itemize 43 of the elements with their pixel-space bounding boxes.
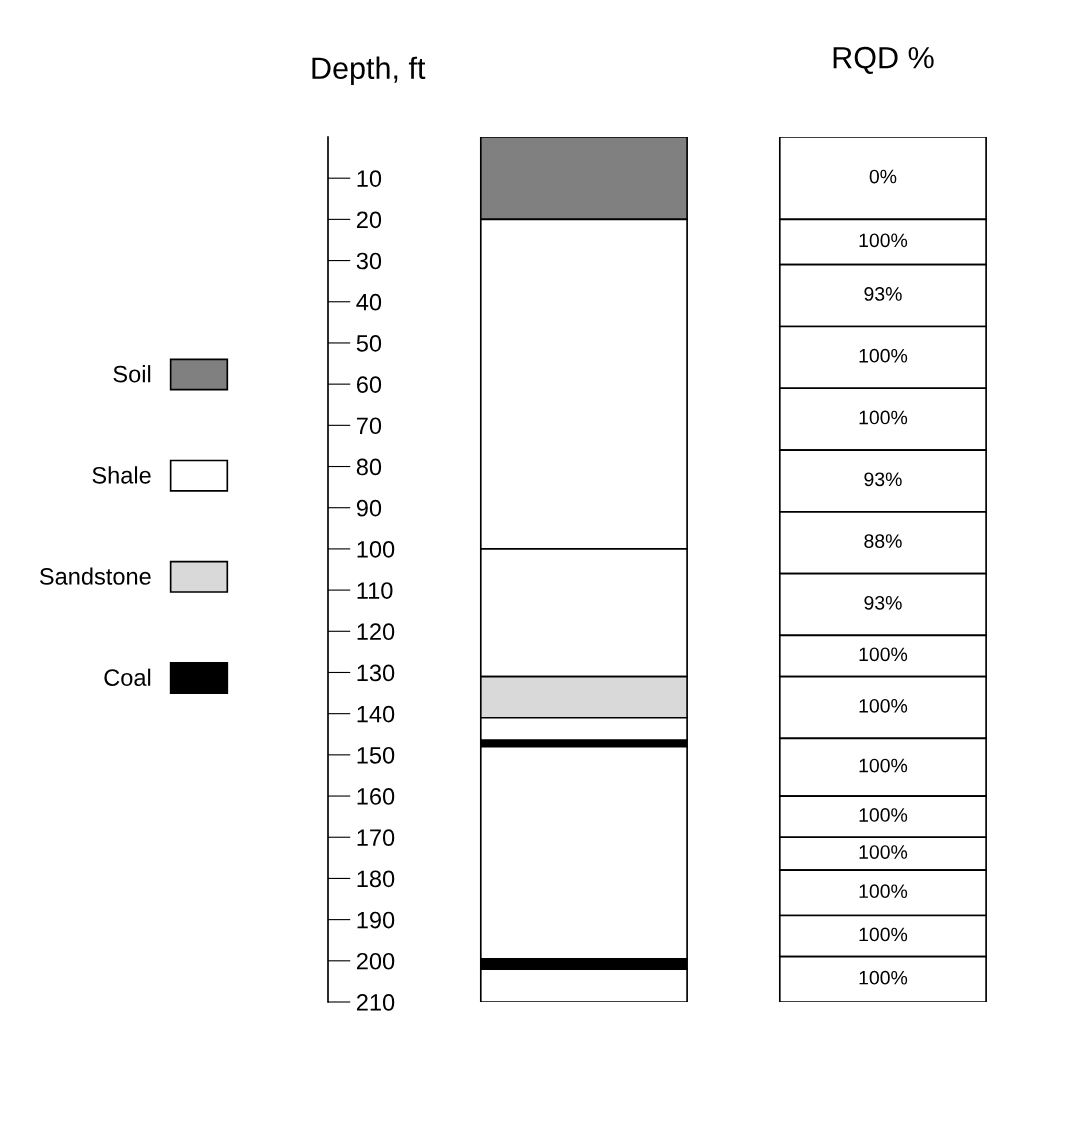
y-tick-label: 60: [356, 376, 382, 393]
y-tick-label: 170: [357, 829, 395, 847]
annotation: 93%: [864, 595, 902, 610]
y-tick-label: 40: [356, 293, 382, 311]
y-tick-label: 80: [356, 458, 382, 476]
y-axis-title: Depth, ft: [312, 56, 426, 86]
annotation: 100%: [859, 884, 908, 899]
y-tick-label: 100: [357, 540, 395, 558]
y-tick-label: 180: [357, 870, 395, 888]
annotation: 88%: [864, 534, 902, 548]
annotation: 100%: [859, 808, 908, 822]
y-tick-label: 190: [357, 911, 395, 929]
annotation: 93%: [864, 472, 902, 487]
y-tick-label: 20: [356, 211, 382, 229]
annotation: 100%: [859, 970, 908, 985]
y-tick-label: 10: [357, 170, 382, 187]
annotation: 100%: [859, 233, 908, 248]
annotation: 100%: [859, 647, 908, 662]
legend-label: Coal: [104, 668, 151, 686]
annotation: 100%: [859, 410, 908, 425]
y-tick-label: 210: [356, 994, 395, 1011]
annotation: 93%: [864, 287, 902, 301]
x-tick-label: RQD %: [833, 46, 934, 74]
y-tick-label: 120: [357, 623, 395, 641]
annotation: 100%: [859, 927, 908, 942]
annotation: 100%: [859, 758, 908, 773]
y-tick-label: 130: [357, 664, 395, 682]
y-tick-label: 30: [356, 252, 382, 270]
y-tick-label: 200: [356, 952, 395, 970]
annotation: 100%: [859, 845, 908, 859]
legend-label: Shale: [92, 466, 151, 484]
annotation: 100%: [859, 348, 908, 363]
annotation: 100%: [859, 698, 908, 713]
y-tick-label: 90: [356, 499, 382, 517]
legend-label: Soil: [113, 365, 151, 383]
y-tick-label: 160: [357, 788, 395, 805]
annotation: 0%: [869, 169, 897, 184]
y-tick-label: 110: [357, 582, 393, 599]
y-tick-label: 70: [356, 417, 382, 435]
y-tick-label: 140: [357, 705, 395, 723]
y-tick-label: 50: [356, 335, 382, 352]
legend-label: Sandstone: [39, 567, 151, 585]
y-tick-label: 150: [357, 746, 395, 764]
